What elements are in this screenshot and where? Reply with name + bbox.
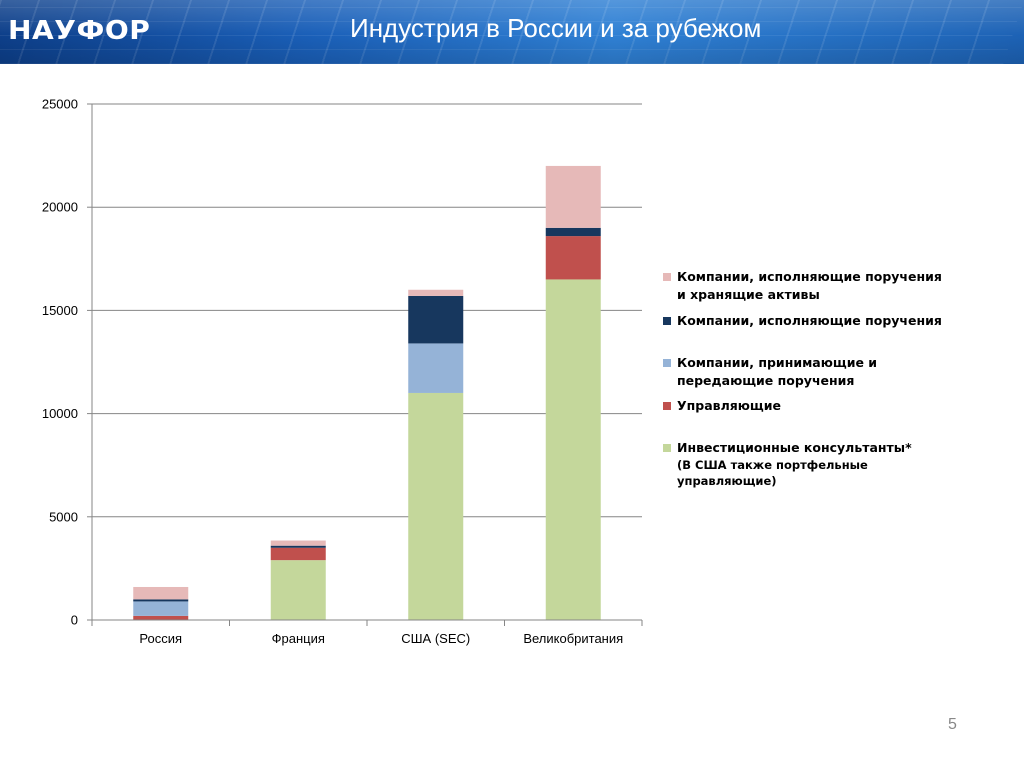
- bar-segment: [270, 545, 326, 548]
- bar-segment: [545, 279, 601, 620]
- bar-segment: [133, 599, 189, 602]
- slide-title: Индустрия в России и за рубежом: [350, 13, 762, 43]
- legend-swatch: [663, 273, 671, 281]
- stacked-bar-chart: 0 5000 10000 15000 20000 25000 Россия Франция СШ…: [42, 97, 643, 646]
- bar-segment: [545, 165, 601, 228]
- bar-segment: [270, 560, 326, 620]
- bar-segment: [545, 236, 601, 280]
- legend-label: Управляющие: [677, 397, 781, 415]
- axes: 0 5000 10000 15000 20000 25000 Россия Франция СШ…: [42, 97, 643, 646]
- bar-segment: [133, 615, 189, 620]
- legend-label-line: и хранящие активы: [677, 287, 820, 302]
- bars: [133, 165, 601, 620]
- bar-segment: [133, 586, 189, 600]
- legend-label-line: Инвестиционные консультанты*: [677, 440, 912, 455]
- y-tick-label: 20000: [42, 200, 78, 215]
- legend-label: Компании, исполняющие поручения и хранящи…: [677, 268, 942, 304]
- bar-segment: [270, 540, 326, 546]
- x-tick-label: США (SEC): [401, 631, 470, 646]
- x-tick-label: Великобритания: [523, 631, 623, 646]
- banner-glow: [0, 0, 1024, 64]
- bar-segment: [133, 601, 189, 616]
- legend-label: Инвестиционные консультанты* (В США также…: [677, 439, 912, 489]
- legend-label-line: Компании, исполняющие поручения: [677, 269, 942, 284]
- legend-label-line: Управляющие: [677, 398, 781, 413]
- header-banner: НАУФОР Индустрия в России и за рубежом: [0, 0, 1024, 64]
- legend-label-line: передающие поручения: [677, 373, 855, 388]
- legend-swatch: [663, 359, 671, 367]
- legend-note-line: управляющие): [677, 474, 777, 488]
- y-tick-label: 25000: [42, 97, 78, 112]
- x-tick-label: Франция: [272, 631, 325, 646]
- legend-swatch: [663, 402, 671, 410]
- legend-label: Компании, принимающие и передающие поруче…: [677, 354, 877, 390]
- bar-segment: [408, 343, 464, 393]
- bar-segment: [408, 289, 464, 296]
- naufor-logo: НАУФОР: [8, 16, 151, 46]
- legend-label: Компании, исполняющие поручения: [677, 312, 942, 330]
- legend-label-line: Компании, принимающие и: [677, 355, 878, 370]
- bar-segment: [408, 295, 464, 344]
- y-tick-label: 15000: [42, 303, 78, 318]
- bar-segment: [545, 227, 601, 237]
- y-tick-label: 10000: [42, 406, 78, 421]
- x-tick-label: Россия: [139, 631, 182, 646]
- legend-swatch: [663, 317, 671, 325]
- page-number: 5: [948, 716, 957, 733]
- legend-note-line: (В США также портфельные: [677, 458, 868, 472]
- bar-segment: [408, 392, 464, 620]
- legend-label-line: Компании, исполняющие поручения: [677, 313, 942, 328]
- y-tick-label: 0: [71, 613, 78, 628]
- bar-segment: [270, 547, 326, 561]
- legend-swatch: [663, 444, 671, 452]
- y-tick-label: 5000: [49, 509, 78, 524]
